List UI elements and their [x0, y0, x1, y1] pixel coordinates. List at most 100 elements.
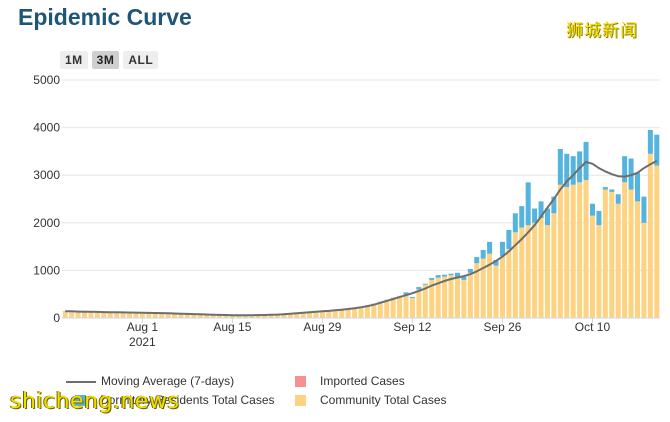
- y-tick-label-3000: 3000: [33, 168, 60, 182]
- bar-community-78: [564, 187, 570, 318]
- bar-community-3: [81, 311, 88, 318]
- x-tick-label-12: Aug 1: [127, 320, 159, 334]
- bar-community-82: [589, 215, 595, 318]
- bar-community-22: [204, 314, 210, 318]
- bar-community-16: [165, 313, 171, 318]
- bar-community-49: [377, 301, 383, 318]
- bar-community-68: [499, 256, 505, 318]
- bar-dormitory-76: [551, 196, 557, 214]
- bar-community-17: [172, 313, 178, 318]
- y-tick-label-1000: 1000: [33, 263, 60, 277]
- x-tick-label-40: Aug 29: [303, 320, 341, 334]
- bar-community-84: [602, 189, 608, 318]
- bar-dormitory-90: [641, 196, 647, 223]
- bar-community-74: [538, 218, 544, 318]
- bar-dormitory-74: [538, 201, 544, 219]
- bar-community-73: [532, 222, 538, 318]
- bar-dormitory-67: [493, 259, 499, 266]
- bar-community-10: [127, 312, 133, 318]
- range-button-1m[interactable]: 1M: [60, 51, 88, 69]
- bar-community-0: [62, 311, 68, 318]
- x-tick-label-54: Sep 12: [393, 320, 431, 334]
- bar-community-19: [184, 313, 190, 318]
- bar-community-21: [197, 314, 203, 318]
- bar-community-87: [622, 182, 628, 318]
- bar-community-43: [339, 309, 345, 318]
- bar-community-40: [319, 311, 325, 318]
- bar-community-72: [525, 225, 531, 318]
- bar-community-15: [159, 313, 165, 318]
- legend-label-community: Community Total Cases: [320, 393, 447, 407]
- bar-community-92: [654, 165, 660, 318]
- bar-dormitory-54: [409, 297, 415, 299]
- bar-community-6: [101, 311, 107, 318]
- bar-community-58: [435, 277, 441, 318]
- bar-community-85: [609, 191, 615, 318]
- bar-community-54: [409, 298, 415, 318]
- bar-dormitory-91: [647, 129, 653, 154]
- bar-dormitory-77: [557, 149, 563, 185]
- bar-community-91: [647, 153, 653, 318]
- bar-community-59: [442, 276, 448, 318]
- legend-swatch-dormitory: [75, 395, 86, 407]
- bar-community-60: [448, 275, 454, 318]
- bar-community-28: [242, 315, 248, 318]
- bar-community-83: [596, 225, 602, 318]
- bar-community-31: [262, 315, 268, 318]
- bar-dormitory-86: [615, 194, 621, 204]
- bar-community-9: [120, 312, 126, 318]
- bar-community-4: [88, 311, 94, 318]
- legend-item-community[interactable]: Community Total Cases: [295, 393, 447, 407]
- bar-dormitory-55: [416, 287, 422, 290]
- bar-dormitory-72: [525, 182, 531, 226]
- legend-label-imported: Imported Cases: [320, 374, 405, 388]
- bar-community-62: [461, 279, 467, 318]
- bar-community-86: [615, 203, 621, 318]
- bar-community-32: [268, 314, 274, 318]
- legend-label-dormitory: Dormitory Residents Total Cases: [100, 393, 275, 407]
- legend-item-imported[interactable]: Imported Cases: [295, 374, 405, 388]
- bar-community-66: [487, 253, 493, 318]
- watermark-logo-chinese: 狮城新闻: [566, 21, 638, 41]
- y-tick-label-5000: 5000: [33, 73, 60, 87]
- range-button-all[interactable]: ALL: [123, 51, 159, 69]
- bar-dormitory-71: [519, 206, 525, 228]
- bar-dormitory-78: [564, 153, 570, 188]
- bar-community-37: [300, 312, 306, 318]
- bar-community-80: [577, 182, 583, 318]
- bar-community-79: [570, 184, 576, 318]
- bar-community-61: [454, 277, 460, 318]
- bar-community-23: [210, 314, 216, 318]
- bar-dormitory-63: [467, 268, 473, 273]
- bar-dormitory-84: [602, 187, 608, 190]
- bar-community-88: [628, 189, 634, 318]
- bar-community-51: [390, 298, 396, 318]
- bar-community-7: [107, 311, 113, 318]
- bar-community-63: [467, 272, 473, 318]
- bar-dormitory-79: [570, 156, 576, 185]
- bar-community-56: [422, 284, 428, 318]
- bar-community-8: [114, 312, 120, 318]
- bar-community-81: [583, 179, 589, 318]
- y-tick-label-2000: 2000: [33, 216, 60, 230]
- range-button-3m[interactable]: 3M: [91, 51, 120, 69]
- bar-community-69: [506, 248, 512, 318]
- bar-dormitory-83: [596, 210, 602, 226]
- bar-community-26: [229, 315, 235, 318]
- bar-dormitory-60: [448, 273, 454, 276]
- bar-community-48: [371, 303, 377, 318]
- legend-swatch-imported: [295, 376, 306, 388]
- bar-community-33: [274, 314, 280, 318]
- bar-community-44: [345, 309, 351, 318]
- bar-community-27: [236, 315, 242, 318]
- bar-community-57: [429, 279, 435, 318]
- bar-community-70: [512, 232, 518, 318]
- legend-item-dormitory[interactable]: Dormitory Residents Total Cases: [75, 393, 275, 407]
- legend-item-moving-average[interactable]: Moving Average (7-days): [66, 374, 234, 388]
- bar-dormitory-73: [532, 208, 538, 223]
- bar-dormitory-70: [512, 213, 518, 233]
- bar-dormitory-64: [474, 257, 480, 264]
- bar-dormitory-66: [487, 241, 493, 254]
- bar-community-29: [249, 315, 255, 318]
